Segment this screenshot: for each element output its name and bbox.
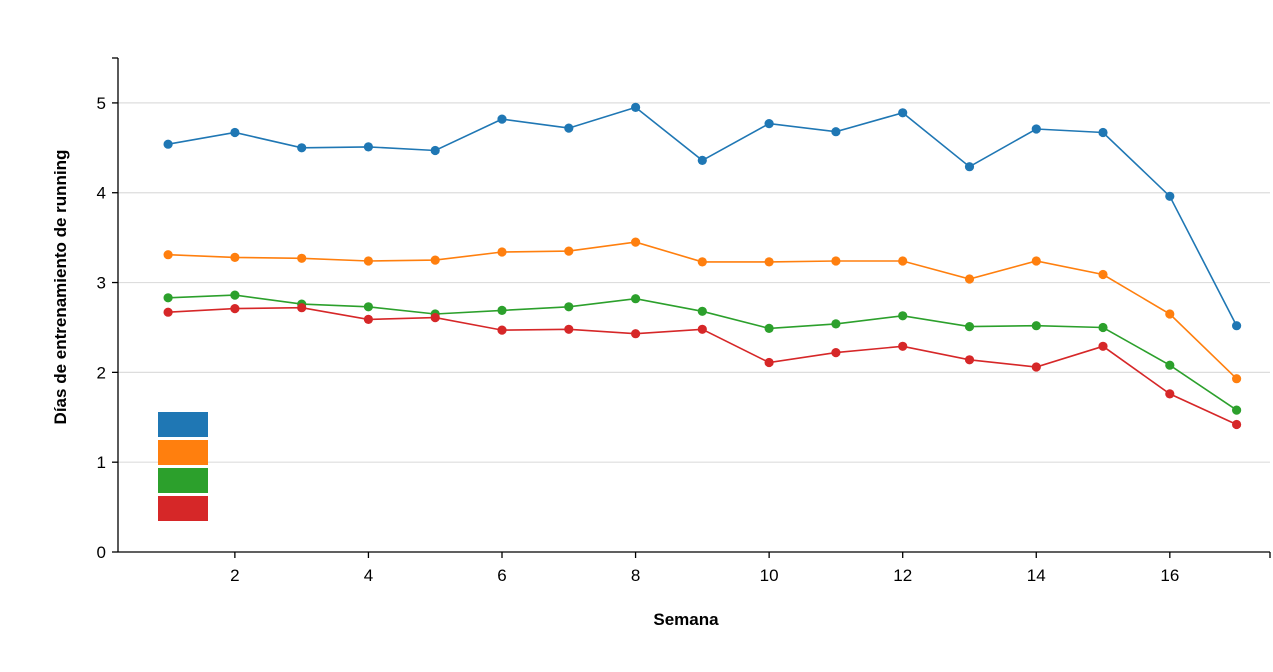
data-point [898, 341, 908, 351]
legend [158, 412, 208, 521]
data-point [631, 294, 641, 304]
x-tick-label: 8 [631, 566, 640, 585]
gridlines [118, 102, 1270, 463]
legend-swatch [158, 412, 208, 437]
data-point [697, 257, 707, 267]
data-point [1232, 405, 1242, 415]
data-point [230, 290, 240, 300]
data-point [497, 247, 507, 257]
data-point [297, 253, 307, 263]
data-point [964, 322, 975, 332]
x-tick-label: 10 [760, 566, 779, 585]
data-point [631, 237, 641, 247]
data-point [1232, 321, 1242, 331]
x-tick-label: 16 [1160, 566, 1179, 585]
legend-swatch [158, 440, 208, 465]
data-point [631, 102, 641, 112]
data-point [497, 305, 507, 315]
data-point [1031, 256, 1041, 266]
y-tick-label: 5 [97, 94, 106, 113]
data-point [898, 256, 908, 266]
data-point [163, 139, 173, 149]
data-point [764, 357, 774, 368]
data-point [697, 155, 707, 165]
data-point [230, 304, 240, 314]
y-axis-title: Días de entrenamiento de running [51, 150, 70, 425]
data-point [964, 355, 975, 365]
data-point [363, 314, 373, 324]
data-point [564, 302, 574, 312]
data-point [363, 142, 373, 152]
data-point [230, 127, 240, 138]
y-tick-label: 2 [97, 363, 106, 382]
series-1 [163, 102, 1242, 331]
y-tick-label: 1 [97, 453, 106, 472]
series-line [167, 106, 1238, 327]
data-point [1165, 191, 1175, 201]
data-point [831, 348, 841, 358]
data-point [964, 162, 975, 172]
data-point [497, 325, 507, 335]
series-lines [163, 102, 1242, 430]
series-2 [163, 237, 1242, 384]
data-point [764, 323, 774, 333]
x-tick-label: 12 [893, 566, 912, 585]
data-point [1031, 362, 1041, 372]
data-point [297, 143, 307, 153]
data-point [1232, 419, 1242, 430]
legend-swatch [158, 496, 208, 521]
data-point [564, 324, 574, 334]
x-tick-label: 14 [1027, 566, 1046, 585]
x-tick-label: 6 [497, 566, 506, 585]
data-point [363, 302, 373, 312]
data-point [363, 256, 373, 266]
data-point [631, 329, 641, 339]
data-point [1098, 322, 1108, 333]
x-axis-title: Semana [653, 610, 719, 629]
data-point [1165, 389, 1175, 399]
data-point [697, 306, 707, 316]
data-point [1031, 124, 1041, 134]
data-point [831, 256, 841, 266]
data-point [1098, 127, 1108, 138]
data-point [430, 145, 440, 156]
data-point [497, 114, 507, 124]
data-point [898, 311, 908, 321]
y-tick-label: 3 [97, 274, 106, 293]
data-point [163, 307, 173, 317]
data-point [1098, 341, 1108, 351]
y-tick-label: 4 [97, 184, 106, 203]
legend-swatch [158, 468, 208, 493]
data-point [1232, 374, 1242, 384]
data-point [564, 246, 574, 256]
data-point [163, 250, 173, 260]
data-point [764, 119, 774, 129]
data-point [430, 255, 440, 265]
data-point [1165, 309, 1175, 319]
data-point [1098, 269, 1108, 280]
y-tick-label: 0 [97, 543, 106, 562]
series-3 [163, 290, 1242, 415]
data-point [564, 123, 574, 133]
data-point [1031, 321, 1041, 331]
data-point [1165, 360, 1175, 370]
x-tick-label: 2 [230, 566, 239, 585]
x-tick-label: 4 [364, 566, 373, 585]
data-point [163, 293, 173, 303]
data-point [964, 274, 975, 284]
data-point [898, 108, 908, 118]
data-point [697, 324, 707, 334]
data-point [430, 313, 440, 323]
data-point [831, 319, 841, 329]
data-point [831, 127, 841, 137]
series-4 [163, 303, 1242, 430]
data-point [230, 252, 240, 262]
data-point [764, 257, 774, 267]
data-point [297, 303, 307, 313]
